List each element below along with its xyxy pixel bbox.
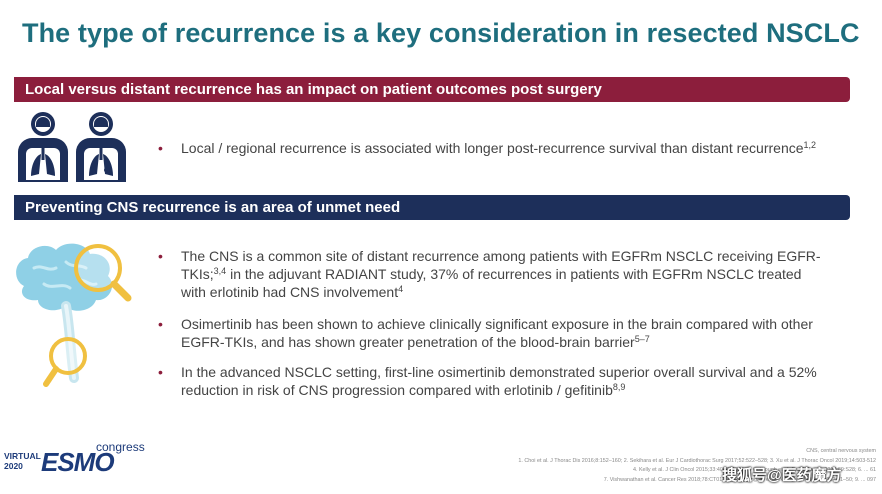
page-title: The type of recurrence is a key consider… (22, 18, 860, 48)
bullet-text: Local / regional recurrence is associate… (181, 140, 804, 156)
reference-superscript: 5–7 (634, 334, 650, 344)
bullet-text-line: The CNS is a common site of distant recu… (181, 248, 821, 264)
bullet-dot: • (158, 140, 163, 156)
reference-line: 4. Kelly et al. J Clin Oncol 2015;33:400… (632, 467, 876, 473)
bullet-osimertinib-exposure: • Osimertinib has been shown to achieve … (158, 315, 848, 351)
bullet-text-line: in the adjuvant RADIANT study, 37% of re… (226, 266, 802, 282)
bullet-text-line: In the advanced NSCLC setting, first-lin… (181, 364, 817, 380)
reference-superscript: 8,9 (612, 382, 626, 392)
bullet-advanced-nsclc: • In the advanced NSCLC setting, first-l… (158, 363, 848, 399)
virtual-label: VIRTUAL (4, 451, 41, 461)
bullet-text-line: Osimertinib has been shown to achieve cl… (181, 316, 813, 332)
patient-local-icon (18, 112, 68, 182)
bullet-dot: • (158, 316, 163, 332)
abbreviation-note: CNS, central nervous system (806, 448, 876, 454)
congress-label: congress (96, 440, 145, 454)
bullet-text-line: TKIs; (181, 266, 214, 282)
esmo-logo: ESMO (41, 447, 115, 477)
year-label: 2020 (4, 461, 23, 471)
reference-superscript: 1,2 (803, 140, 817, 150)
bullet-dot: • (158, 248, 163, 264)
bullet-dot: • (158, 364, 163, 380)
watermark: 搜狐号@医药魔方 (722, 467, 842, 484)
patient-distant-icon (76, 112, 126, 182)
reference-superscript: 4 (398, 284, 404, 294)
bullet-text-line: EGFR-TKIs, and has shown greater penetra… (181, 334, 635, 350)
section-banner-recurrence: Local versus distant recurrence has an i… (14, 77, 850, 102)
references: CNS, central nervous system 1. Choi et a… (396, 447, 876, 485)
bullet-cns-site: • The CNS is a common site of distant re… (158, 247, 848, 301)
section-banner-cns: Preventing CNS recurrence is an area of … (14, 195, 850, 220)
patient-lungs-icon (18, 112, 126, 182)
bullet-text-line: reduction in risk of CNS progression com… (181, 382, 613, 398)
brain-magnifier-icon (16, 243, 132, 387)
magnifier-spine-icon (43, 337, 87, 387)
reference-line: 7. Vishwanathan et al. Cancer Res 2018;7… (603, 476, 876, 483)
reference-line: 1. Choi et al. J Thorac Dis 2016;8:152–1… (518, 457, 876, 464)
bullet-local-recurrence: • Local / regional recurrence is associa… (158, 139, 848, 157)
magnifier-icon (74, 244, 132, 302)
reference-superscript: 3,4 (213, 266, 227, 276)
bullet-text-line: with erlotinib had CNS involvement (181, 284, 399, 300)
